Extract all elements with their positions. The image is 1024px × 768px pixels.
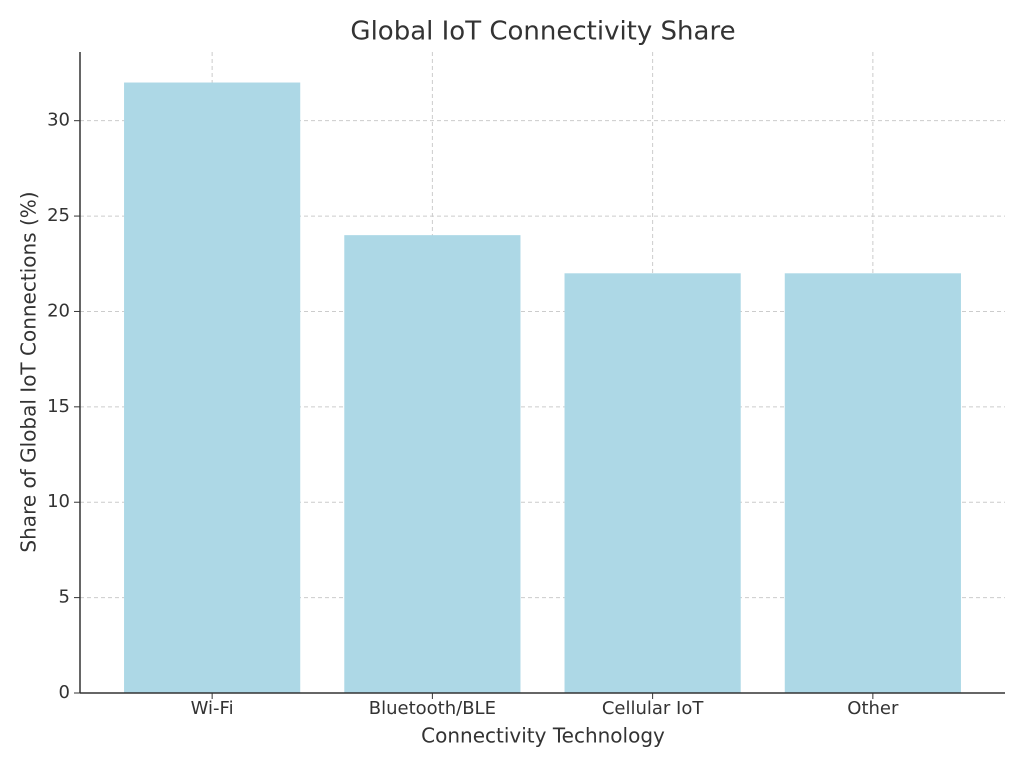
y-tick-label: 0	[59, 682, 70, 703]
bar	[784, 273, 961, 693]
bar	[124, 82, 301, 694]
x-tick-label: Bluetooth/BLE	[369, 698, 496, 719]
x-tick-label: Other	[847, 698, 899, 719]
label-layer: 0 5 10 15 20 25 30 Wi-Fi Bluetooth/BLE Cellular I…	[47, 52, 1005, 719]
bar-layer	[124, 82, 961, 694]
y-tick-label: 30	[47, 110, 70, 131]
y-tick-label: 10	[47, 491, 70, 512]
x-tick-label: Cellular IoT	[602, 698, 705, 719]
bar	[564, 273, 741, 693]
y-tick-label: 5	[59, 587, 70, 608]
x-tick-label: Wi-Fi	[191, 698, 234, 719]
chart-title: Global IoT Connectivity Share	[350, 17, 735, 47]
y-axis-label: Share of Global IoT Connections (%)	[17, 191, 41, 552]
y-tick-label: 15	[47, 396, 70, 417]
y-tick-label: 20	[47, 300, 70, 321]
bar	[344, 235, 521, 693]
y-tick-label: 25	[47, 205, 70, 226]
x-axis-label: Connectivity Technology	[421, 724, 665, 748]
